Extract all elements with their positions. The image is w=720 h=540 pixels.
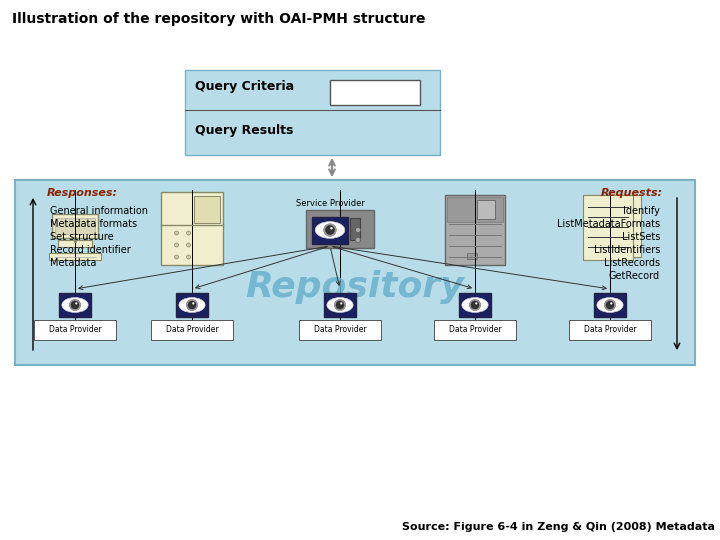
Text: Metadata: Metadata: [50, 258, 96, 268]
Ellipse shape: [179, 298, 205, 313]
Bar: [336, 218, 346, 240]
Bar: [306, 210, 374, 248]
Text: Record identifier: Record identifier: [50, 245, 131, 255]
Bar: [52, 214, 98, 238]
Text: ListMetadataFormats: ListMetadataFormats: [557, 219, 660, 229]
Bar: [447, 197, 503, 221]
Ellipse shape: [462, 298, 488, 313]
Bar: [445, 195, 505, 265]
Text: Responses:: Responses:: [47, 188, 118, 198]
Bar: [434, 320, 516, 340]
Bar: [15, 180, 695, 365]
Text: Data Provider: Data Provider: [449, 326, 501, 334]
Circle shape: [356, 238, 361, 242]
Text: Data Provider: Data Provider: [314, 326, 366, 334]
Bar: [194, 197, 220, 222]
Circle shape: [188, 301, 196, 309]
Bar: [34, 320, 116, 340]
Text: ListRecords: ListRecords: [604, 258, 660, 268]
Circle shape: [192, 302, 194, 305]
Bar: [185, 70, 440, 155]
Bar: [55, 218, 95, 234]
Text: Illustration of the repository with OAI-PMH structure: Illustration of the repository with OAI-…: [12, 12, 426, 26]
Bar: [582, 195, 632, 260]
Text: Data Provider: Data Provider: [166, 326, 218, 334]
Ellipse shape: [604, 299, 616, 310]
Text: Service Provider: Service Provider: [296, 199, 364, 208]
Text: Query Criteria: Query Criteria: [195, 80, 294, 93]
Text: Requests:: Requests:: [601, 188, 663, 198]
Circle shape: [71, 301, 79, 309]
Circle shape: [174, 243, 179, 247]
Ellipse shape: [62, 298, 88, 313]
Bar: [477, 200, 495, 219]
Text: Identify: Identify: [623, 206, 660, 216]
Text: Source: Figure 6-4 in Zeng & Qin (2008) Metadata: Source: Figure 6-4 in Zeng & Qin (2008) …: [402, 522, 715, 532]
Circle shape: [75, 302, 78, 305]
Bar: [588, 195, 641, 257]
Circle shape: [174, 231, 179, 235]
Bar: [161, 192, 223, 265]
Circle shape: [186, 243, 191, 247]
Bar: [569, 320, 651, 340]
Bar: [151, 320, 233, 340]
Ellipse shape: [597, 298, 623, 313]
Bar: [459, 293, 491, 317]
Ellipse shape: [324, 224, 336, 237]
Circle shape: [174, 255, 179, 259]
Text: Data Provider: Data Provider: [584, 326, 636, 334]
Bar: [59, 293, 91, 317]
Bar: [350, 218, 360, 240]
Ellipse shape: [469, 299, 481, 310]
Circle shape: [186, 255, 191, 259]
Circle shape: [356, 227, 361, 233]
Bar: [324, 293, 356, 317]
Circle shape: [186, 231, 191, 235]
Circle shape: [336, 301, 344, 309]
Circle shape: [475, 302, 477, 305]
Text: Query Results: Query Results: [195, 124, 293, 137]
Bar: [299, 320, 381, 340]
Circle shape: [471, 301, 479, 309]
Bar: [58, 240, 92, 247]
Text: General information: General information: [50, 206, 148, 216]
Bar: [49, 253, 102, 260]
Text: GetRecord: GetRecord: [609, 271, 660, 281]
Bar: [467, 253, 477, 259]
Text: Metadata formats: Metadata formats: [50, 219, 137, 229]
Circle shape: [340, 302, 343, 305]
Bar: [176, 293, 208, 317]
Ellipse shape: [315, 221, 345, 238]
Text: Set structure: Set structure: [50, 232, 114, 242]
Text: ListSets: ListSets: [621, 232, 660, 242]
Ellipse shape: [334, 299, 346, 310]
Bar: [322, 218, 332, 240]
Bar: [594, 293, 626, 317]
Circle shape: [330, 227, 333, 229]
Ellipse shape: [186, 299, 197, 310]
Ellipse shape: [327, 298, 353, 313]
Text: Repository: Repository: [246, 271, 464, 305]
Circle shape: [610, 302, 613, 305]
Bar: [312, 217, 348, 244]
Text: ListIdentifiers: ListIdentifiers: [593, 245, 660, 255]
Circle shape: [325, 226, 335, 234]
Ellipse shape: [69, 299, 81, 310]
Circle shape: [606, 301, 614, 309]
Bar: [330, 80, 420, 105]
Text: Data Provider: Data Provider: [49, 326, 102, 334]
